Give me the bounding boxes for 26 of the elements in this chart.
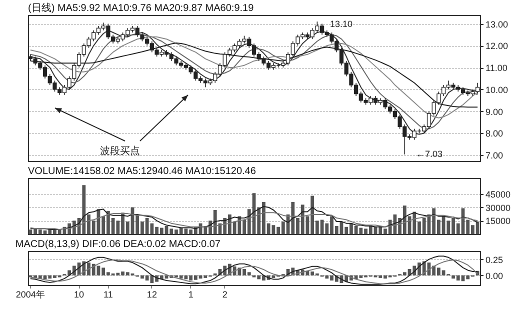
chart-title: MACD(8,13,9) DIF:0.06 DEA:0.02 MACD:0.07 bbox=[15, 239, 221, 250]
x-tick-label: 10 bbox=[74, 290, 84, 300]
x-tick-label: 2 bbox=[222, 290, 228, 300]
y-tick-label: 13.00 bbox=[486, 19, 508, 30]
y-tick-label: 9.00 bbox=[486, 106, 504, 117]
y-tick-label: 8.00 bbox=[486, 128, 504, 139]
y-tick-label: 12.00 bbox=[486, 41, 508, 52]
y-tick-label: 30000 bbox=[486, 202, 511, 213]
x-tick-label: 11 bbox=[104, 290, 113, 300]
y-tick-label: 7.00 bbox=[486, 150, 504, 161]
y-tick-label: 0.00 bbox=[486, 270, 504, 281]
y-tick-label: 0.25 bbox=[486, 254, 504, 265]
y-tick-label: 15000 bbox=[486, 216, 511, 226]
annotation: ←7.03 bbox=[416, 149, 443, 159]
y-tick-label: 45000 bbox=[486, 190, 511, 200]
annotation: 波段买点 bbox=[100, 144, 140, 158]
x-tick-label: 1 bbox=[188, 290, 194, 300]
chart-title: (日线) MA5:9.92 MA10:9.76 MA20:9.87 MA60:9.19 bbox=[28, 2, 254, 14]
x-tick-label: 12 bbox=[146, 290, 157, 300]
chart-title: VOLUME:14158.02 MA5:12940.46 MA10:15120.46 bbox=[28, 166, 256, 177]
line-series bbox=[30, 206, 478, 230]
y-tick-label: 11.00 bbox=[486, 63, 508, 74]
annotation: 13.10 bbox=[330, 19, 353, 29]
line-series bbox=[30, 212, 478, 230]
x-tick-label: 2004年 bbox=[16, 290, 45, 300]
y-tick-label: 10.00 bbox=[486, 84, 508, 95]
